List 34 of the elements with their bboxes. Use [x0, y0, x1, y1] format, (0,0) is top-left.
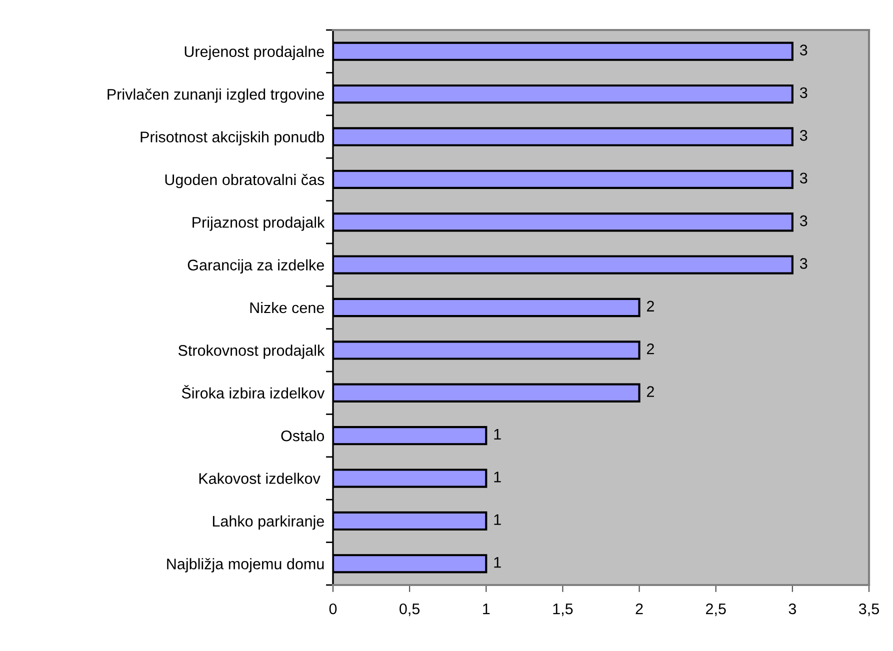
- y-tick-label: Lahko parkiranje: [212, 515, 324, 530]
- x-tick-label: 1: [483, 604, 490, 614]
- data-label: 3: [800, 258, 808, 269]
- x-tick-label: 0,5: [400, 603, 420, 616]
- y-tick-label: Garancija za izdelke: [188, 259, 324, 274]
- x-tick-label: 2: [636, 603, 643, 614]
- data-label: 1: [494, 557, 501, 568]
- y-tick-label: Kakovost izdelkov: [199, 472, 320, 484]
- data-label: 3: [800, 87, 808, 98]
- y-tick-label: Ugoden obratovalni čas: [165, 174, 324, 188]
- x-tick-label: 3: [788, 603, 796, 614]
- y-tick-label: Prijaznost prodajalk: [192, 216, 325, 231]
- data-label: 1: [494, 514, 501, 525]
- y-tick-label: Strokovnost prodajalk: [178, 344, 325, 359]
- data-label: 3: [800, 44, 808, 56]
- y-tick-label: Široka izbira izdelkov: [182, 385, 325, 399]
- x-tick-label: 1,5: [553, 604, 573, 616]
- y-tick-label: Privlačen zunanji izgled trgovine: [108, 88, 324, 103]
- data-label: 2: [647, 343, 654, 354]
- y-tick-label: Ostalo: [281, 430, 324, 442]
- x-tick-label: 3,5: [858, 603, 879, 616]
- y-tick-label: Nizke cene: [250, 302, 324, 314]
- data-label: 1: [494, 429, 501, 440]
- data-label: 2: [647, 300, 654, 312]
- x-tick-label: 0: [329, 603, 337, 614]
- y-tick-label: Urejenost prodajalne: [184, 46, 324, 60]
- y-tick-label: Najbližja mojemu domu: [167, 558, 324, 572]
- data-label: 3: [800, 130, 808, 141]
- data-label: 1: [494, 472, 501, 482]
- data-label: 3: [800, 172, 808, 184]
- data-label: 3: [800, 215, 808, 226]
- data-label: 2: [647, 386, 654, 397]
- x-tick-label: 2,5: [706, 603, 726, 616]
- y-tick-label: Prisotnost akcijskih ponudb: [140, 131, 324, 146]
